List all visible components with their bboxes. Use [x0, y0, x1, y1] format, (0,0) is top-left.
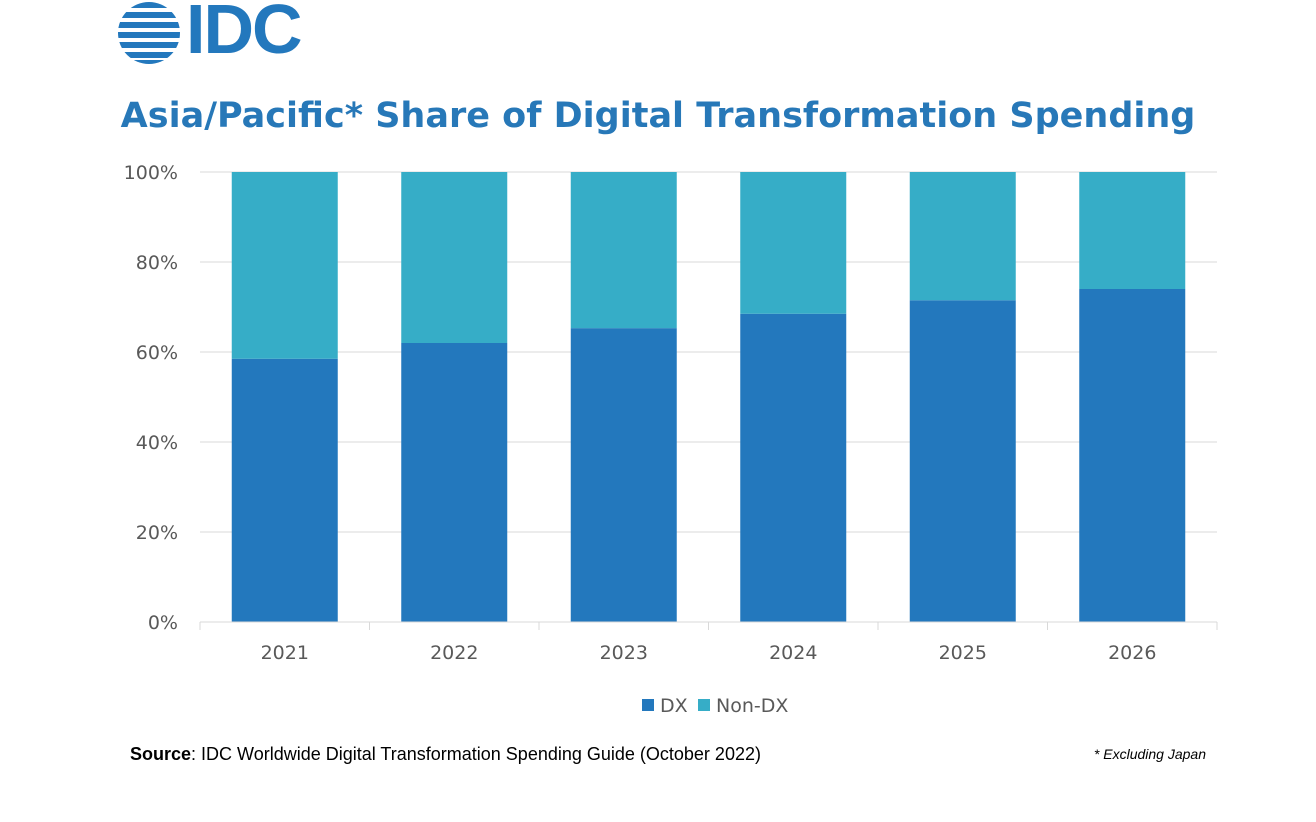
legend: DX Non-DX — [642, 695, 788, 717]
bar-dx-2026 — [1079, 289, 1186, 622]
y-axis: 0% 20% 40% 60% 80% 100% — [124, 162, 178, 634]
bar-dx-2024 — [740, 313, 847, 622]
source-note: Source: IDC Worldwide Digital Transforma… — [130, 744, 761, 765]
bar-non-dx-2026 — [1079, 172, 1186, 289]
y-tick-label: 60% — [136, 342, 178, 364]
bar-non-dx-2024 — [740, 172, 847, 314]
bar-non-dx-2025 — [909, 172, 1016, 301]
bar-dx-2022 — [401, 343, 508, 622]
stacked-bar-chart: 0%20%40%60%80%100% 2021 2022 2023 2024 2025 2… — [124, 162, 1218, 717]
x-tick-label: 2021 — [261, 642, 309, 664]
bar-dx-2023 — [570, 328, 677, 622]
chart-title: Asia/Pacific* Share of Digital Transform… — [120, 96, 1196, 136]
idc-logo: IDC — [116, 0, 336, 70]
y-tick-label: 40% — [136, 432, 178, 454]
x-axis: 2021 2022 2023 2024 2025 2026 — [199, 621, 1218, 664]
y-tick-label: 100% — [124, 162, 178, 184]
bar-non-dx-2023 — [570, 172, 677, 329]
y-tick-label: 80% — [136, 252, 178, 274]
logo-text: IDC — [186, 0, 303, 68]
x-tick-label: 2023 — [600, 642, 648, 664]
legend-swatch-non-dx — [698, 699, 710, 711]
legend-swatch-dx — [642, 699, 654, 711]
bar-non-dx-2022 — [401, 172, 508, 343]
x-tick-label: 2024 — [769, 642, 817, 664]
gridlines — [200, 171, 1217, 533]
legend-label-non-dx: Non-DX — [716, 695, 788, 717]
source-label: Source — [130, 744, 192, 764]
bars — [231, 172, 1186, 622]
x-tick-label: 2026 — [1108, 642, 1156, 664]
x-tick-label: 2022 — [430, 642, 478, 664]
bar-dx-2021 — [231, 358, 338, 622]
idc-globe-icon — [118, 2, 180, 64]
x-tick-label: 2025 — [939, 642, 987, 664]
source-text: : IDC Worldwide Digital Transformation S… — [191, 744, 761, 764]
legend-label-dx: DX — [660, 695, 688, 717]
footnote: * Excluding Japan — [1093, 746, 1206, 762]
bar-dx-2025 — [909, 300, 1016, 622]
bar-non-dx-2021 — [231, 172, 338, 359]
y-tick-label: 0% — [148, 612, 178, 634]
y-tick-label: 20% — [136, 522, 178, 544]
